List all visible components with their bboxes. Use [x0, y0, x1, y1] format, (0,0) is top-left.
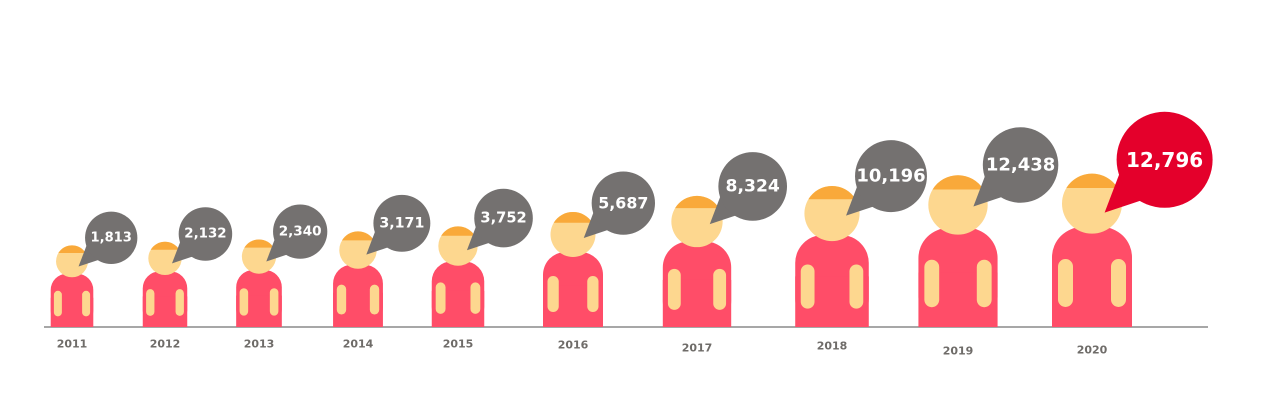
person-figure-2020: 12,796 2020 — [1052, 111, 1213, 357]
speech-bubble — [178, 207, 233, 261]
person-head — [1062, 173, 1122, 234]
value-label: 3,171 — [379, 215, 424, 231]
speech-bubble — [982, 127, 1059, 203]
year-label: 2019 — [943, 345, 974, 358]
person-right-arm — [587, 276, 599, 313]
person-left-arm — [146, 289, 155, 316]
speech-bubble — [273, 204, 328, 259]
person-left-arm — [924, 259, 940, 308]
person-hair — [932, 175, 984, 190]
person-head — [438, 226, 478, 266]
value-label: 5,687 — [598, 194, 648, 213]
person-hair — [150, 241, 180, 250]
person-left-arm — [435, 282, 446, 314]
speech-bubble-highlight — [1116, 111, 1213, 208]
speech-bubble — [718, 152, 788, 221]
year-label: 2011 — [57, 338, 88, 351]
person-figure-2011: 1,813 2011 — [50, 211, 138, 351]
speech-bubble — [474, 188, 533, 248]
value-label: 12,796 — [1126, 148, 1203, 172]
person-right-arm — [175, 289, 184, 316]
year-label: 2017 — [682, 342, 713, 355]
person-hair — [808, 185, 856, 200]
person-right-arm — [269, 288, 279, 316]
year-label: 2012 — [150, 338, 181, 351]
value-label: 2,132 — [184, 226, 226, 241]
person-figure-2015: 3,752 2015 — [431, 188, 533, 351]
person-figure-2016: 5,687 2016 — [543, 171, 655, 352]
person-figure-2017: 8,324 2017 — [662, 152, 788, 355]
person-figure-2018: 10,196 2018 — [795, 140, 927, 353]
person-left-arm — [53, 290, 62, 317]
person-hair — [244, 239, 274, 248]
person-head — [56, 245, 88, 278]
person-hair — [675, 195, 719, 209]
person-hair — [1066, 173, 1118, 188]
speech-bubble — [591, 171, 655, 235]
person-figure-2013: 2,340 2013 — [236, 204, 328, 351]
year-label: 2020 — [1077, 344, 1108, 357]
person-left-arm — [547, 276, 559, 313]
person-left-arm — [1058, 259, 1073, 307]
person-figure-2019: 12,438 2019 — [918, 127, 1059, 358]
year-label: 2013 — [244, 338, 275, 351]
year-label: 2015 — [443, 338, 474, 351]
person-figure-2014: 3,171 2014 — [333, 194, 431, 351]
year-label: 2016 — [558, 339, 589, 352]
person-head — [550, 211, 596, 257]
speech-bubble — [373, 194, 431, 252]
person-head — [339, 231, 377, 269]
person-right-arm — [470, 282, 481, 314]
value-label: 8,324 — [726, 176, 780, 196]
person-right-arm — [82, 290, 91, 317]
person-left-arm — [800, 264, 815, 309]
person-hair — [441, 226, 475, 236]
speech-bubble — [855, 140, 927, 213]
speech-bubble — [85, 211, 138, 264]
person-right-arm — [713, 268, 727, 310]
person-head — [928, 175, 988, 235]
person-right-arm — [849, 264, 864, 309]
person-right-arm — [976, 259, 992, 308]
person-figure-2012: 2,132 2012 — [142, 207, 233, 351]
person-hair — [553, 211, 593, 223]
value-label: 2,340 — [279, 224, 322, 240]
person-right-arm — [369, 284, 380, 315]
value-label: 12,438 — [986, 154, 1055, 175]
person-left-arm — [239, 288, 249, 316]
person-head — [148, 241, 182, 276]
person-head — [241, 239, 277, 274]
person-right-arm — [1111, 259, 1126, 307]
person-left-arm — [336, 284, 347, 315]
person-hair — [58, 245, 86, 254]
year-label: 2018 — [817, 340, 848, 353]
person-left-arm — [667, 268, 681, 310]
person-hair — [342, 231, 374, 241]
person-head — [671, 195, 723, 248]
person-head — [804, 185, 860, 242]
value-label: 3,752 — [480, 210, 526, 227]
value-label: 1,813 — [91, 230, 132, 245]
year-label: 2014 — [343, 338, 374, 351]
value-label: 10,196 — [856, 166, 925, 187]
